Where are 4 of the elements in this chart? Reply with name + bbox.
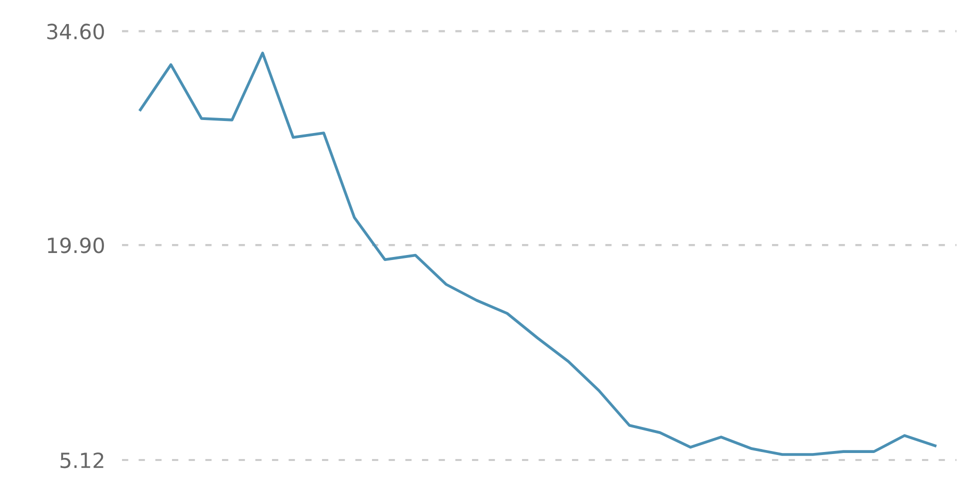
y-tick-label: 5.12 [60,452,104,468]
y-tick-label: 34.60 [47,24,104,40]
y-tick-label: 19.90 [48,237,104,254]
line-series [138,52,936,456]
